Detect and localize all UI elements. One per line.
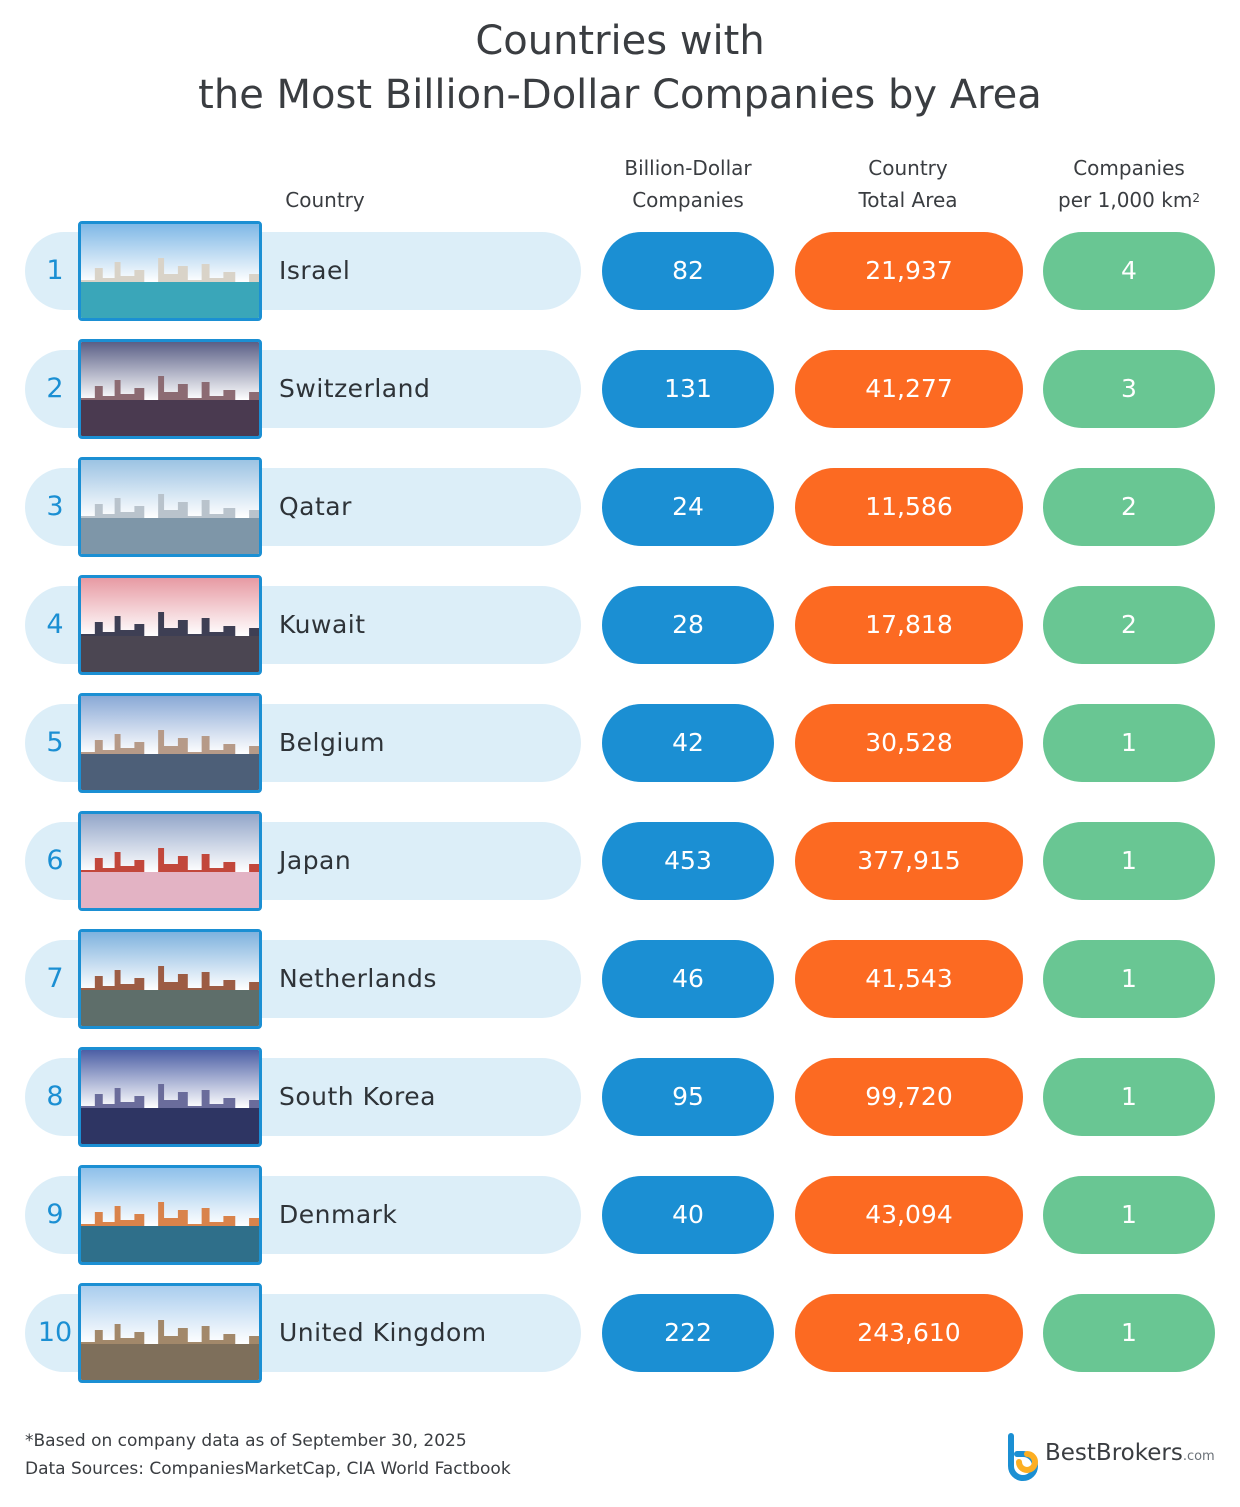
density-value: 2 [1043, 468, 1215, 546]
title-line-2: the Most Billion-Dollar Companies by Are… [198, 72, 1042, 118]
companies-value: 82 [602, 232, 774, 310]
col-header-area-line2: Total Area [858, 188, 958, 212]
table-row: 7 Netherlands 46 41,543 1 [0, 929, 1240, 1029]
density-value: 1 [1043, 1058, 1215, 1136]
rank-number: 1 [46, 255, 64, 286]
density-value: 4 [1043, 232, 1215, 310]
country-name: United Kingdom [279, 1318, 487, 1347]
col-header-country-label: Country [285, 188, 365, 212]
rank-number: 7 [46, 963, 64, 994]
density-value: 1 [1043, 940, 1215, 1018]
logo-text: BestBrokers.com [1045, 1440, 1215, 1466]
table-row: 1 Israel 82 21,937 4 [0, 221, 1240, 321]
table-row: 2 Switzerland 131 41,277 3 [0, 339, 1240, 439]
table-row: 8 South Korea 95 99,720 1 [0, 1047, 1240, 1147]
companies-value: 46 [602, 940, 774, 1018]
area-value: 11,586 [795, 468, 1023, 546]
companies-value: 28 [602, 586, 774, 664]
area-value: 41,543 [795, 940, 1023, 1018]
area-value: 21,937 [795, 232, 1023, 310]
country-name: Belgium [279, 728, 385, 757]
area-value: 377,915 [795, 822, 1023, 900]
doha-skyline-photo [78, 457, 262, 557]
density-value: 1 [1043, 822, 1215, 900]
density-value: 1 [1043, 1176, 1215, 1254]
area-value: 30,528 [795, 704, 1023, 782]
logo-suffix: .com [1182, 1449, 1215, 1464]
table-row: 3 Qatar 24 11,586 2 [0, 457, 1240, 557]
companies-value: 453 [602, 822, 774, 900]
table-row: 9 Denmark 40 43,094 1 [0, 1165, 1240, 1265]
col-header-companies: Billion-Dollar Companies [588, 152, 788, 216]
density-value: 3 [1043, 350, 1215, 428]
seoul-skyline-photo [78, 1047, 262, 1147]
rank-number: 4 [46, 609, 64, 640]
bestbrokers-logo: BestBrokers.com [1005, 1432, 1225, 1482]
density-value: 1 [1043, 704, 1215, 782]
col-header-companies-line1: Billion-Dollar [624, 156, 752, 180]
big-ben-photo [78, 1283, 262, 1383]
logo-brand: BestBrokers [1045, 1440, 1183, 1466]
col-header-density-line2: per 1,000 km2 [1019, 184, 1239, 216]
col-header-density: Companies per 1,000 km2 [1019, 152, 1239, 216]
ghent-canal-photo [78, 693, 262, 793]
rank-number: 6 [46, 845, 64, 876]
country-name: Switzerland [279, 374, 431, 403]
col-header-density-sup: 2 [1192, 191, 1200, 205]
companies-value: 24 [602, 468, 774, 546]
country-name: Japan [279, 846, 352, 875]
switzerland-town-photo [78, 339, 262, 439]
fuji-pagoda-photo [78, 811, 262, 911]
table-row: 6 Japan 453 377,915 1 [0, 811, 1240, 911]
country-name: South Korea [279, 1082, 436, 1111]
country-name: Netherlands [279, 964, 437, 993]
area-value: 43,094 [795, 1176, 1023, 1254]
col-header-companies-line2: Companies [632, 188, 744, 212]
table-row: 5 Belgium 42 30,528 1 [0, 693, 1240, 793]
rank-number: 8 [46, 1081, 64, 1112]
bestbrokers-logo-icon [1008, 1433, 1038, 1481]
tel-aviv-beach-photo [78, 221, 262, 321]
companies-value: 42 [602, 704, 774, 782]
nyhavn-harbor-photo [78, 1165, 262, 1265]
density-value: 1 [1043, 1294, 1215, 1372]
rank-number: 5 [46, 727, 64, 758]
col-header-density-text: per 1,000 km [1058, 188, 1193, 212]
title-line-1: Countries with [475, 18, 765, 64]
density-value: 2 [1043, 586, 1215, 664]
data-sources: Data Sources: CompaniesMarketCap, CIA Wo… [25, 1459, 511, 1479]
rank-number: 2 [46, 373, 64, 404]
area-value: 41,277 [795, 350, 1023, 428]
chart-title: Countries with the Most Billion-Dollar C… [0, 14, 1240, 122]
country-name: Kuwait [279, 610, 366, 639]
footnote: *Based on company data as of September 3… [25, 1431, 467, 1451]
col-header-density-line1: Companies [1073, 156, 1185, 180]
country-name: Qatar [279, 492, 352, 521]
table-row: 4 Kuwait 28 17,818 2 [0, 575, 1240, 675]
companies-value: 40 [602, 1176, 774, 1254]
rank-number: 3 [46, 491, 64, 522]
col-header-country: Country [240, 184, 410, 216]
rank-number: 10 [37, 1317, 73, 1348]
area-value: 243,610 [795, 1294, 1023, 1372]
col-header-area: Country Total Area [808, 152, 1008, 216]
country-name: Israel [279, 256, 351, 285]
amsterdam-canal-photo [78, 929, 262, 1029]
col-header-area-line1: Country [868, 156, 948, 180]
country-name: Denmark [279, 1200, 398, 1229]
companies-value: 222 [602, 1294, 774, 1372]
companies-value: 131 [602, 350, 774, 428]
rank-number: 9 [46, 1199, 64, 1230]
area-value: 17,818 [795, 586, 1023, 664]
kuwait-towers-photo [78, 575, 262, 675]
table-row: 10 United Kingdom 222 243,610 1 [0, 1283, 1240, 1383]
area-value: 99,720 [795, 1058, 1023, 1136]
companies-value: 95 [602, 1058, 774, 1136]
